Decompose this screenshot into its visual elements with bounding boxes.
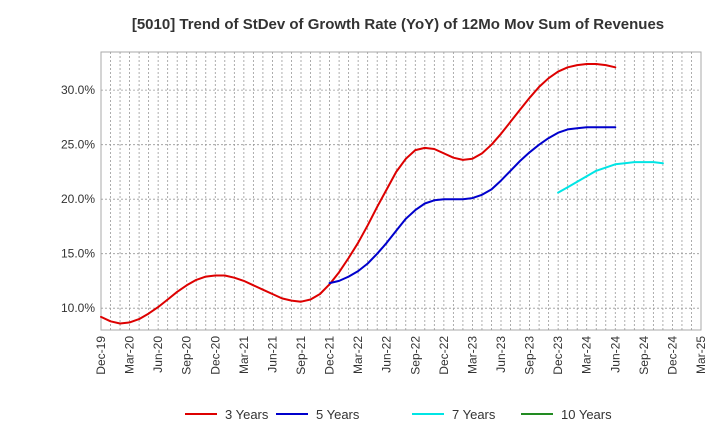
series-line-7-years: [557, 161, 664, 194]
series-line-5-years: [328, 126, 617, 285]
x-tick-label: Sep-21: [294, 336, 308, 375]
legend-label-10-years: 10 Years: [561, 407, 612, 422]
y-tick-label: 10.0%: [61, 301, 95, 315]
legend-label-3-years: 3 Years: [225, 407, 269, 422]
x-tick-label: Dec-20: [208, 336, 222, 375]
x-tick-label: Jun-21: [265, 336, 279, 373]
y-tick-label: 20.0%: [61, 192, 95, 206]
x-tick-label: Mar-21: [237, 336, 251, 374]
legend: 3 Years 5 Years 7 Years 10 Years: [185, 407, 612, 422]
y-tick-label: 15.0%: [61, 247, 95, 261]
x-tick-label: Jun-23: [494, 336, 508, 373]
x-tick-label: Dec-23: [551, 336, 565, 375]
x-tick-label: Sep-20: [180, 336, 194, 375]
x-tick-label: Jun-22: [380, 336, 394, 373]
x-tick-label: Sep-24: [637, 336, 651, 375]
x-tick-label: Mar-20: [123, 336, 137, 374]
x-tick-label: Mar-23: [465, 336, 479, 374]
x-tick-label: Mar-22: [351, 336, 365, 374]
x-tick-label: Mar-25: [694, 336, 708, 374]
x-axis-ticks: Dec-19 Mar-20 Jun-20 Sep-20 Dec-20 Mar-21 Jun-…: [94, 336, 708, 375]
x-tick-label: Dec-24: [665, 336, 679, 375]
legend-label-5-years: 5 Years: [316, 407, 360, 422]
plot-area: [100, 51, 702, 331]
series-lines: [100, 63, 664, 325]
chart-title: [5010] Trend of StDev of Growth Rate (Yo…: [132, 16, 664, 33]
x-tick-label: Jun-24: [608, 336, 622, 373]
legend-label-7-years: 7 Years: [452, 407, 496, 422]
grid-horizontal: [101, 89, 701, 309]
series-line-3-years: [100, 63, 617, 325]
y-tick-label: 25.0%: [61, 138, 95, 152]
x-tick-label: Sep-22: [408, 336, 422, 375]
x-tick-label: Sep-23: [523, 336, 537, 375]
x-tick-label: Mar-24: [580, 336, 594, 374]
x-tick-label: Jun-20: [151, 336, 165, 373]
x-tick-label: Dec-21: [323, 336, 337, 375]
x-tick-label: Dec-19: [94, 336, 108, 375]
y-axis-ticks: 10.0% 15.0% 20.0% 25.0% 30.0%: [61, 83, 95, 315]
y-tick-label: 30.0%: [61, 83, 95, 97]
x-tick-label: Dec-22: [437, 336, 451, 375]
